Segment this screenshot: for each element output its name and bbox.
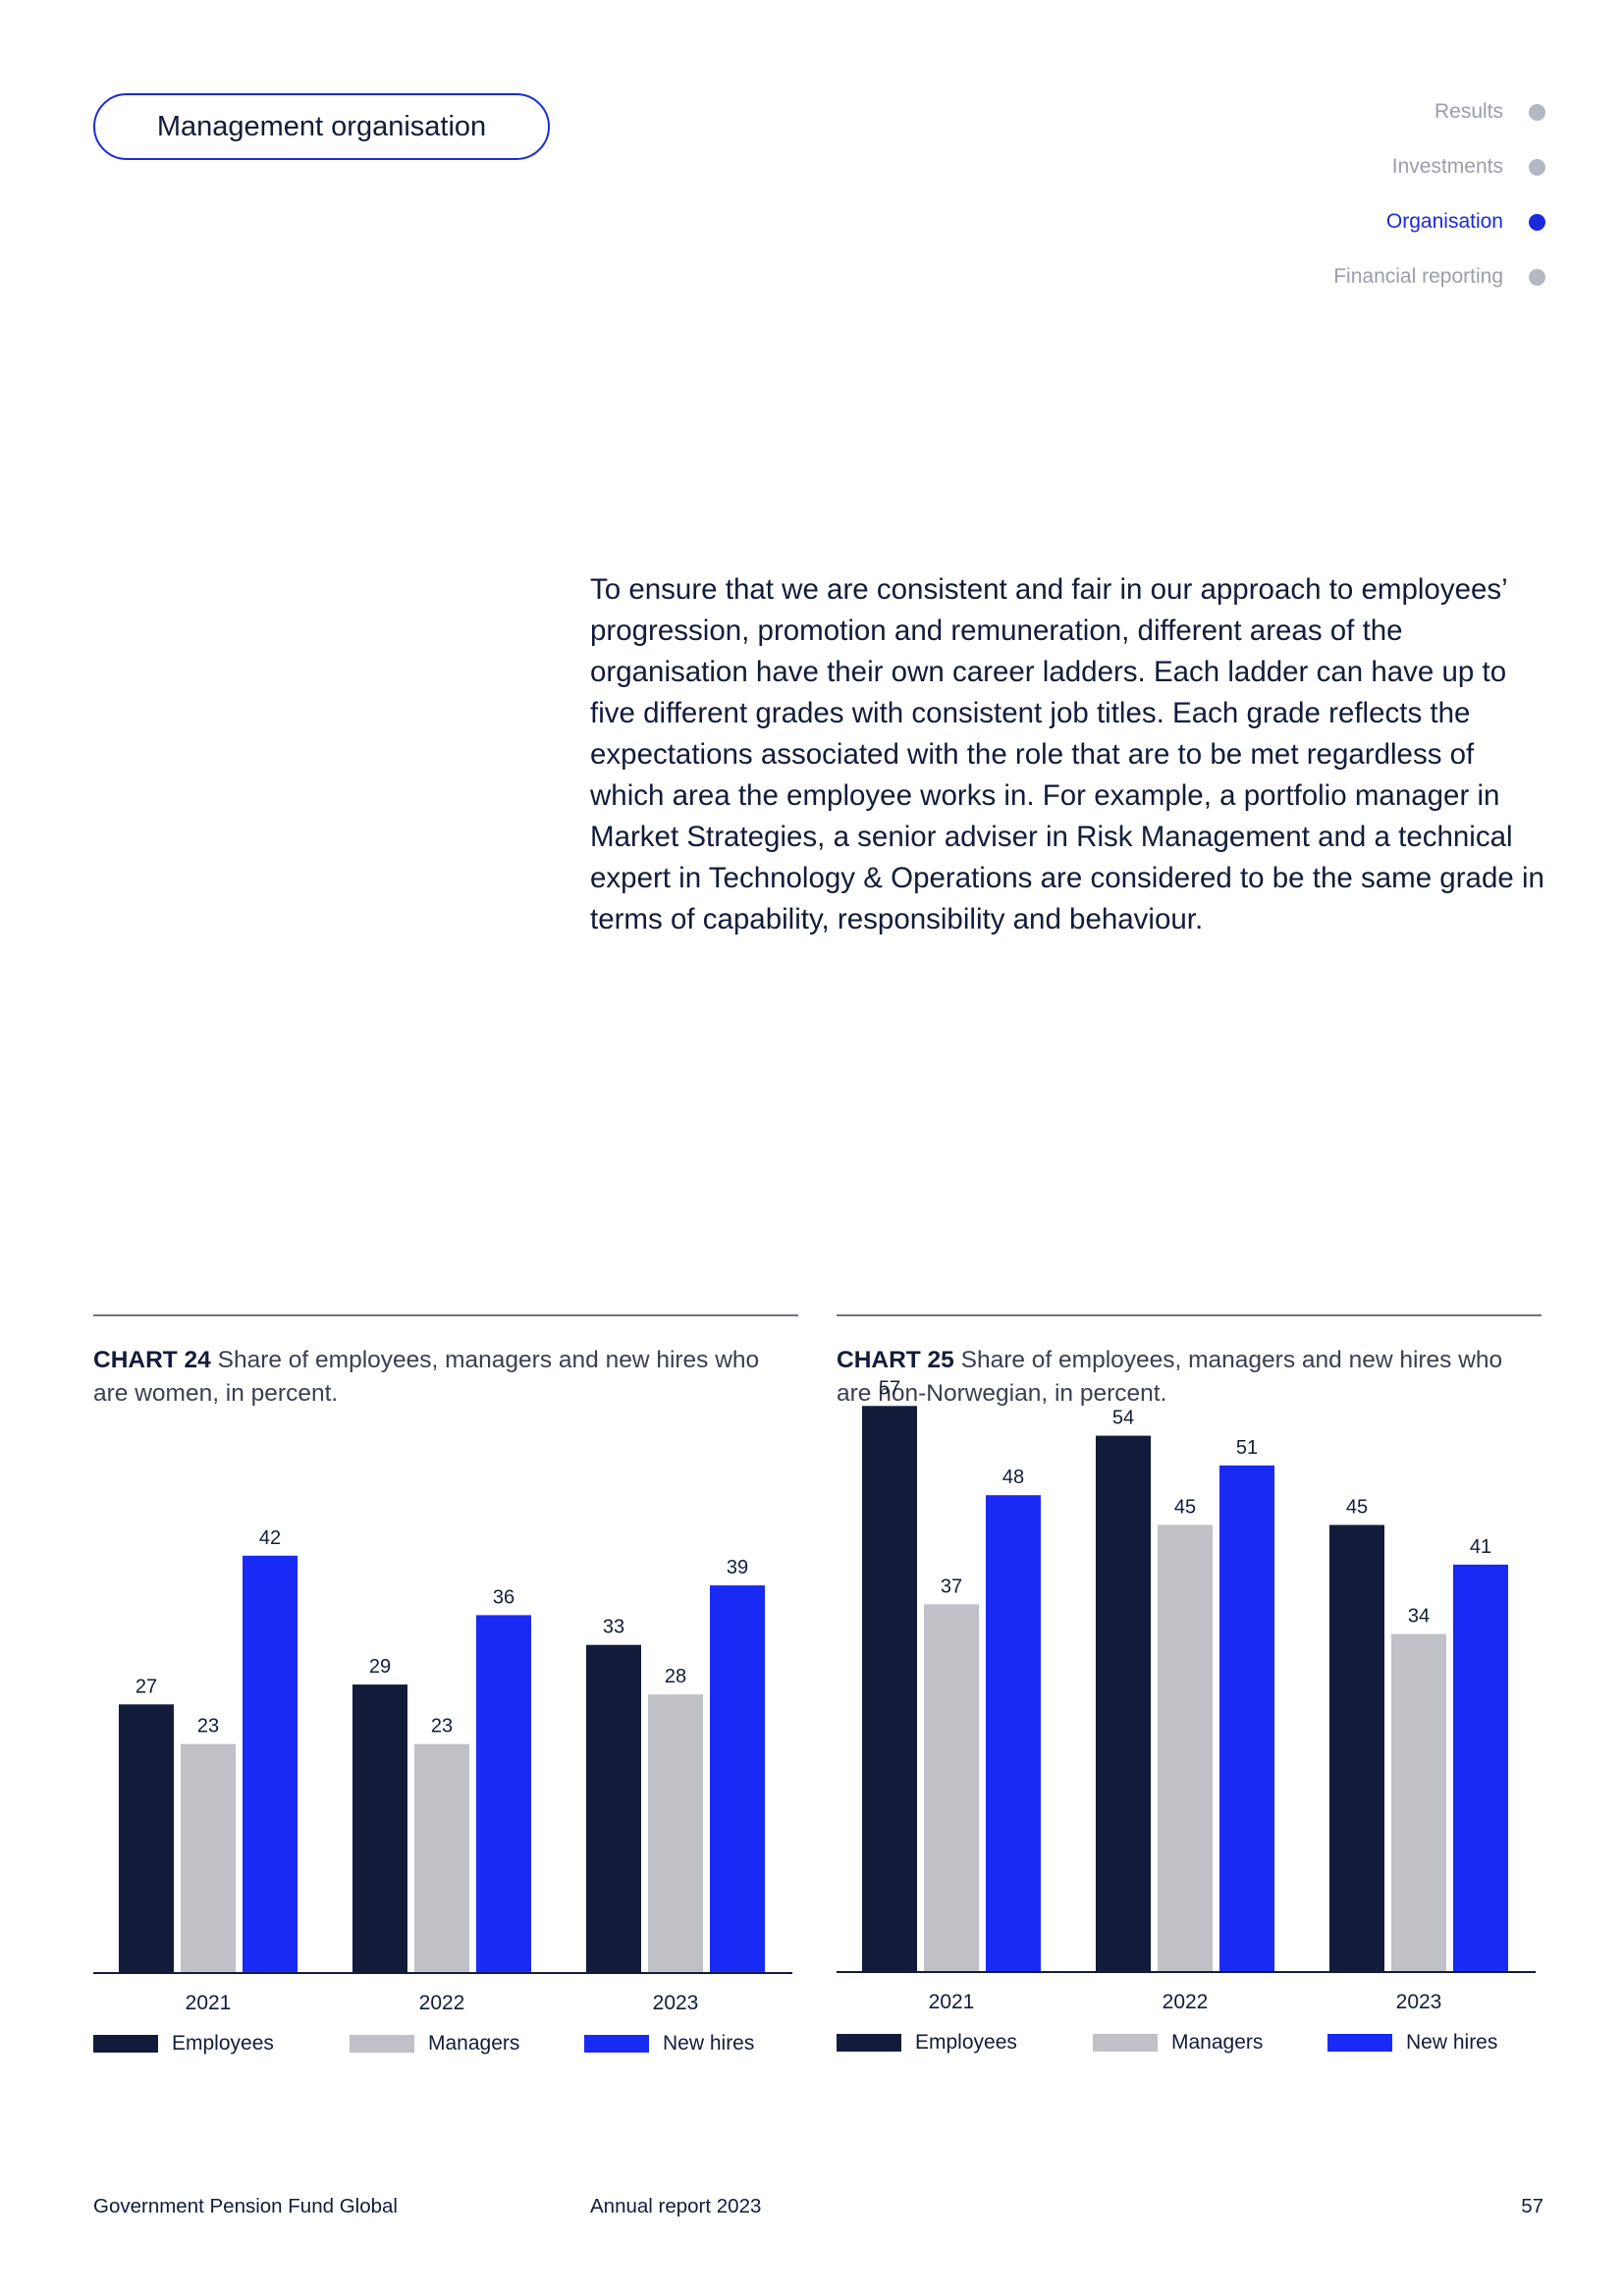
legend-item-managers: Managers [350,2032,584,2056]
data-label: 29 [369,1656,391,1678]
page-number: 57 [1521,2195,1543,2217]
legend-swatch [837,2034,901,2052]
chart-divider [837,1314,1542,1316]
chart-caption: CHART 24 Share of employees, managers an… [93,1344,798,1411]
data-label: 39 [727,1557,748,1578]
legend-label: New hires [663,2032,755,2055]
legend-label: Managers [428,2032,520,2055]
data-label: 23 [431,1716,453,1737]
bar-managers-2023 [1391,1633,1446,1971]
bar-managers-2023 [648,1694,703,1972]
data-label: 27 [135,1676,157,1697]
legend-label: Managers [1171,2031,1264,2054]
x-tick-label: 2023 [653,1992,699,2014]
section-label[interactable]: Management organisation [93,93,550,160]
bar-managers-2022 [414,1743,469,1972]
chart-legend: Employees Managers New hires [93,2032,754,2056]
legend-label: Employees [172,2032,274,2055]
bar-employees-2022 [352,1684,407,1972]
chart-24: CHART 24 Share of employees, managers an… [93,1314,798,2055]
data-label: 42 [259,1527,281,1549]
legend-item-employees: Employees [837,2031,1093,2055]
data-label: 41 [1470,1536,1491,1558]
nav-dot-icon [1529,158,1545,176]
bar-employees-2021 [119,1704,174,1972]
data-label: 34 [1408,1606,1430,1628]
chart-plot: 27 23 42 2021 29 23 36 2022 33 28 39 2023 [93,1527,792,2014]
data-label: 54 [1112,1408,1134,1429]
data-label: 33 [603,1617,624,1638]
bar-new-hires-2021 [986,1495,1041,1971]
data-label: 51 [1236,1437,1258,1459]
footer-org: Government Pension Fund Global [93,2195,398,2217]
nav-item-organisation[interactable]: Organisation [1153,194,1545,249]
chart-label: CHART 25 [837,1347,954,1373]
legend-item-new-hires: New hires [584,2032,754,2056]
bar-new-hires-2022 [476,1615,531,1972]
legend-item-managers: Managers [1093,2031,1327,2055]
chart-label: CHART 24 [93,1347,211,1373]
bar-managers-2022 [1158,1524,1213,1971]
nav-item-results[interactable]: Results [1153,84,1545,139]
data-label: 48 [1002,1467,1024,1488]
body-paragraph: To ensure that we are consistent and fai… [590,573,1544,935]
bar-employees-2023 [586,1644,641,1972]
nav-item-label: Financial reporting [1333,265,1503,288]
legend-swatch [1327,2034,1392,2052]
x-tick-label: 2021 [186,1992,232,2014]
x-tick-label: 2022 [1163,1991,1209,2013]
nav-dot-icon [1529,213,1545,231]
legend-item-employees: Employees [93,2032,350,2056]
chart-plot: 57 37 48 2021 54 45 51 2022 45 34 41 2023 [837,1377,1536,2013]
data-label: 37 [941,1575,962,1597]
legend-item-new-hires: New hires [1327,2031,1497,2055]
data-label: 45 [1346,1497,1368,1519]
data-label: 28 [665,1666,686,1687]
nav-item-label: Results [1434,100,1503,123]
bar-employees-2023 [1329,1524,1384,1971]
bar-new-hires-2021 [243,1555,298,1972]
legend-swatch [1093,2034,1158,2052]
chart-caption: CHART 25 Share of employees, managers an… [837,1344,1542,1411]
chart-25: CHART 25 Share of employees, managers an… [837,1314,1542,2054]
legend-swatch [350,2035,414,2053]
bar-employees-2022 [1096,1435,1151,1971]
legend-swatch [584,2035,649,2053]
chart-legend: Employees Managers New hires [837,2031,1497,2055]
chart-title: Share of employees, managers and new hir… [837,1347,1503,1407]
nav-item-label: Investments [1391,155,1503,178]
legend-label: New hires [1406,2031,1498,2054]
nav-dot-icon [1529,268,1545,286]
legend-label: Employees [915,2031,1017,2054]
section-nav: Results Investments Organisation Financi… [1153,84,1545,304]
bar-managers-2021 [181,1743,236,1972]
chart-divider [93,1314,798,1316]
footer-report: Annual report 2023 [590,2195,762,2217]
x-tick-label: 2023 [1396,1991,1442,2013]
x-tick-label: 2021 [929,1991,975,2013]
data-label: 23 [197,1716,219,1737]
bar-managers-2021 [924,1604,979,1971]
bar-new-hires-2023 [710,1585,765,1972]
nav-dot-icon [1529,103,1545,121]
nav-item-investments[interactable]: Investments [1153,139,1545,194]
chart-title: Share of employees, managers and new hir… [93,1347,760,1407]
data-label: 57 [879,1377,900,1399]
bar-new-hires-2023 [1453,1564,1508,1971]
bar-employees-2021 [862,1406,917,1971]
nav-item-label: Organisation [1385,210,1503,233]
legend-swatch [93,2035,158,2053]
data-label: 36 [493,1586,514,1608]
bar-new-hires-2022 [1219,1465,1274,1971]
data-label: 45 [1174,1497,1196,1519]
x-tick-label: 2022 [419,1992,465,2014]
nav-item-financial-reporting[interactable]: Financial reporting [1153,249,1545,304]
